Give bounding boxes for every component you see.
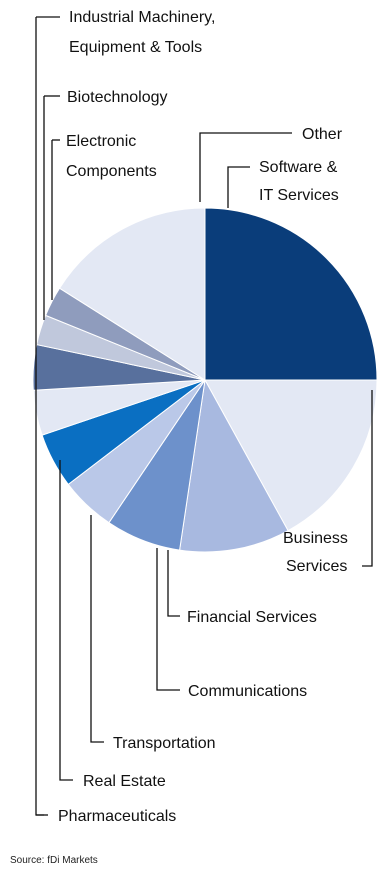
label-software-1: Software & [259, 159, 338, 176]
label-electronic-2: Components [66, 163, 157, 180]
label-electronic-1: Electronic [66, 133, 136, 150]
leader-business [362, 390, 373, 567]
leader-software [227, 166, 250, 208]
label-financial: Financial Services [187, 609, 317, 626]
pie-slices [32, 207, 378, 553]
leader-communications [156, 548, 180, 691]
label-business-1: Business [283, 530, 348, 547]
label-pharma: Pharmaceuticals [58, 808, 176, 825]
source-note: Source: fDi Markets [10, 855, 98, 866]
label-real-estate: Real Estate [83, 773, 166, 790]
pie-slice-financial-services [179, 378, 289, 553]
leader-transportation [90, 515, 104, 743]
leader-financial [167, 550, 180, 617]
leader-other [199, 132, 292, 202]
pie-slice-other [58, 207, 206, 381]
label-transportation: Transportation [113, 735, 216, 752]
label-biotech: Biotechnology [67, 89, 168, 106]
label-industrial-2: Equipment & Tools [69, 39, 202, 56]
slice-labels: Industrial Machinery, Equipment & Tools … [58, 9, 348, 825]
leader-real-estate [59, 460, 73, 781]
leader-lines [35, 16, 373, 816]
label-business-2: Services [286, 558, 347, 575]
pie-slice-business-services [204, 379, 378, 532]
pie-slice-software-it-services [204, 207, 378, 381]
label-communications: Communications [188, 683, 307, 700]
label-other: Other [302, 126, 343, 143]
label-software-2: IT Services [259, 187, 339, 204]
label-industrial-1: Industrial Machinery, [69, 9, 215, 26]
